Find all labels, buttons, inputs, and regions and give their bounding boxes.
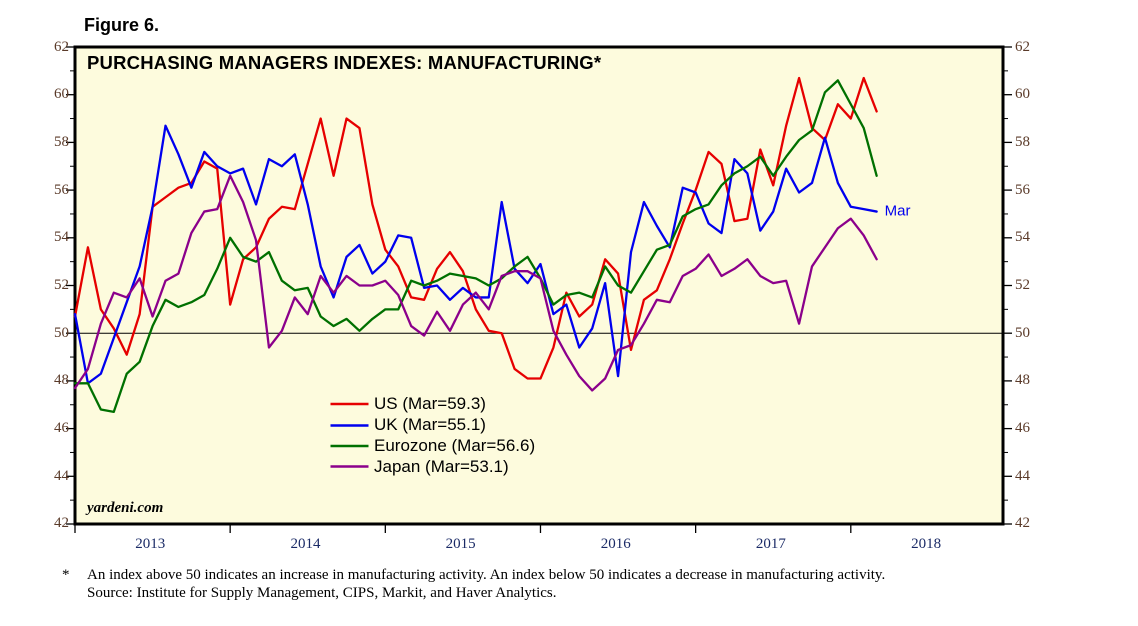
svg-text:Mar: Mar: [885, 203, 911, 220]
